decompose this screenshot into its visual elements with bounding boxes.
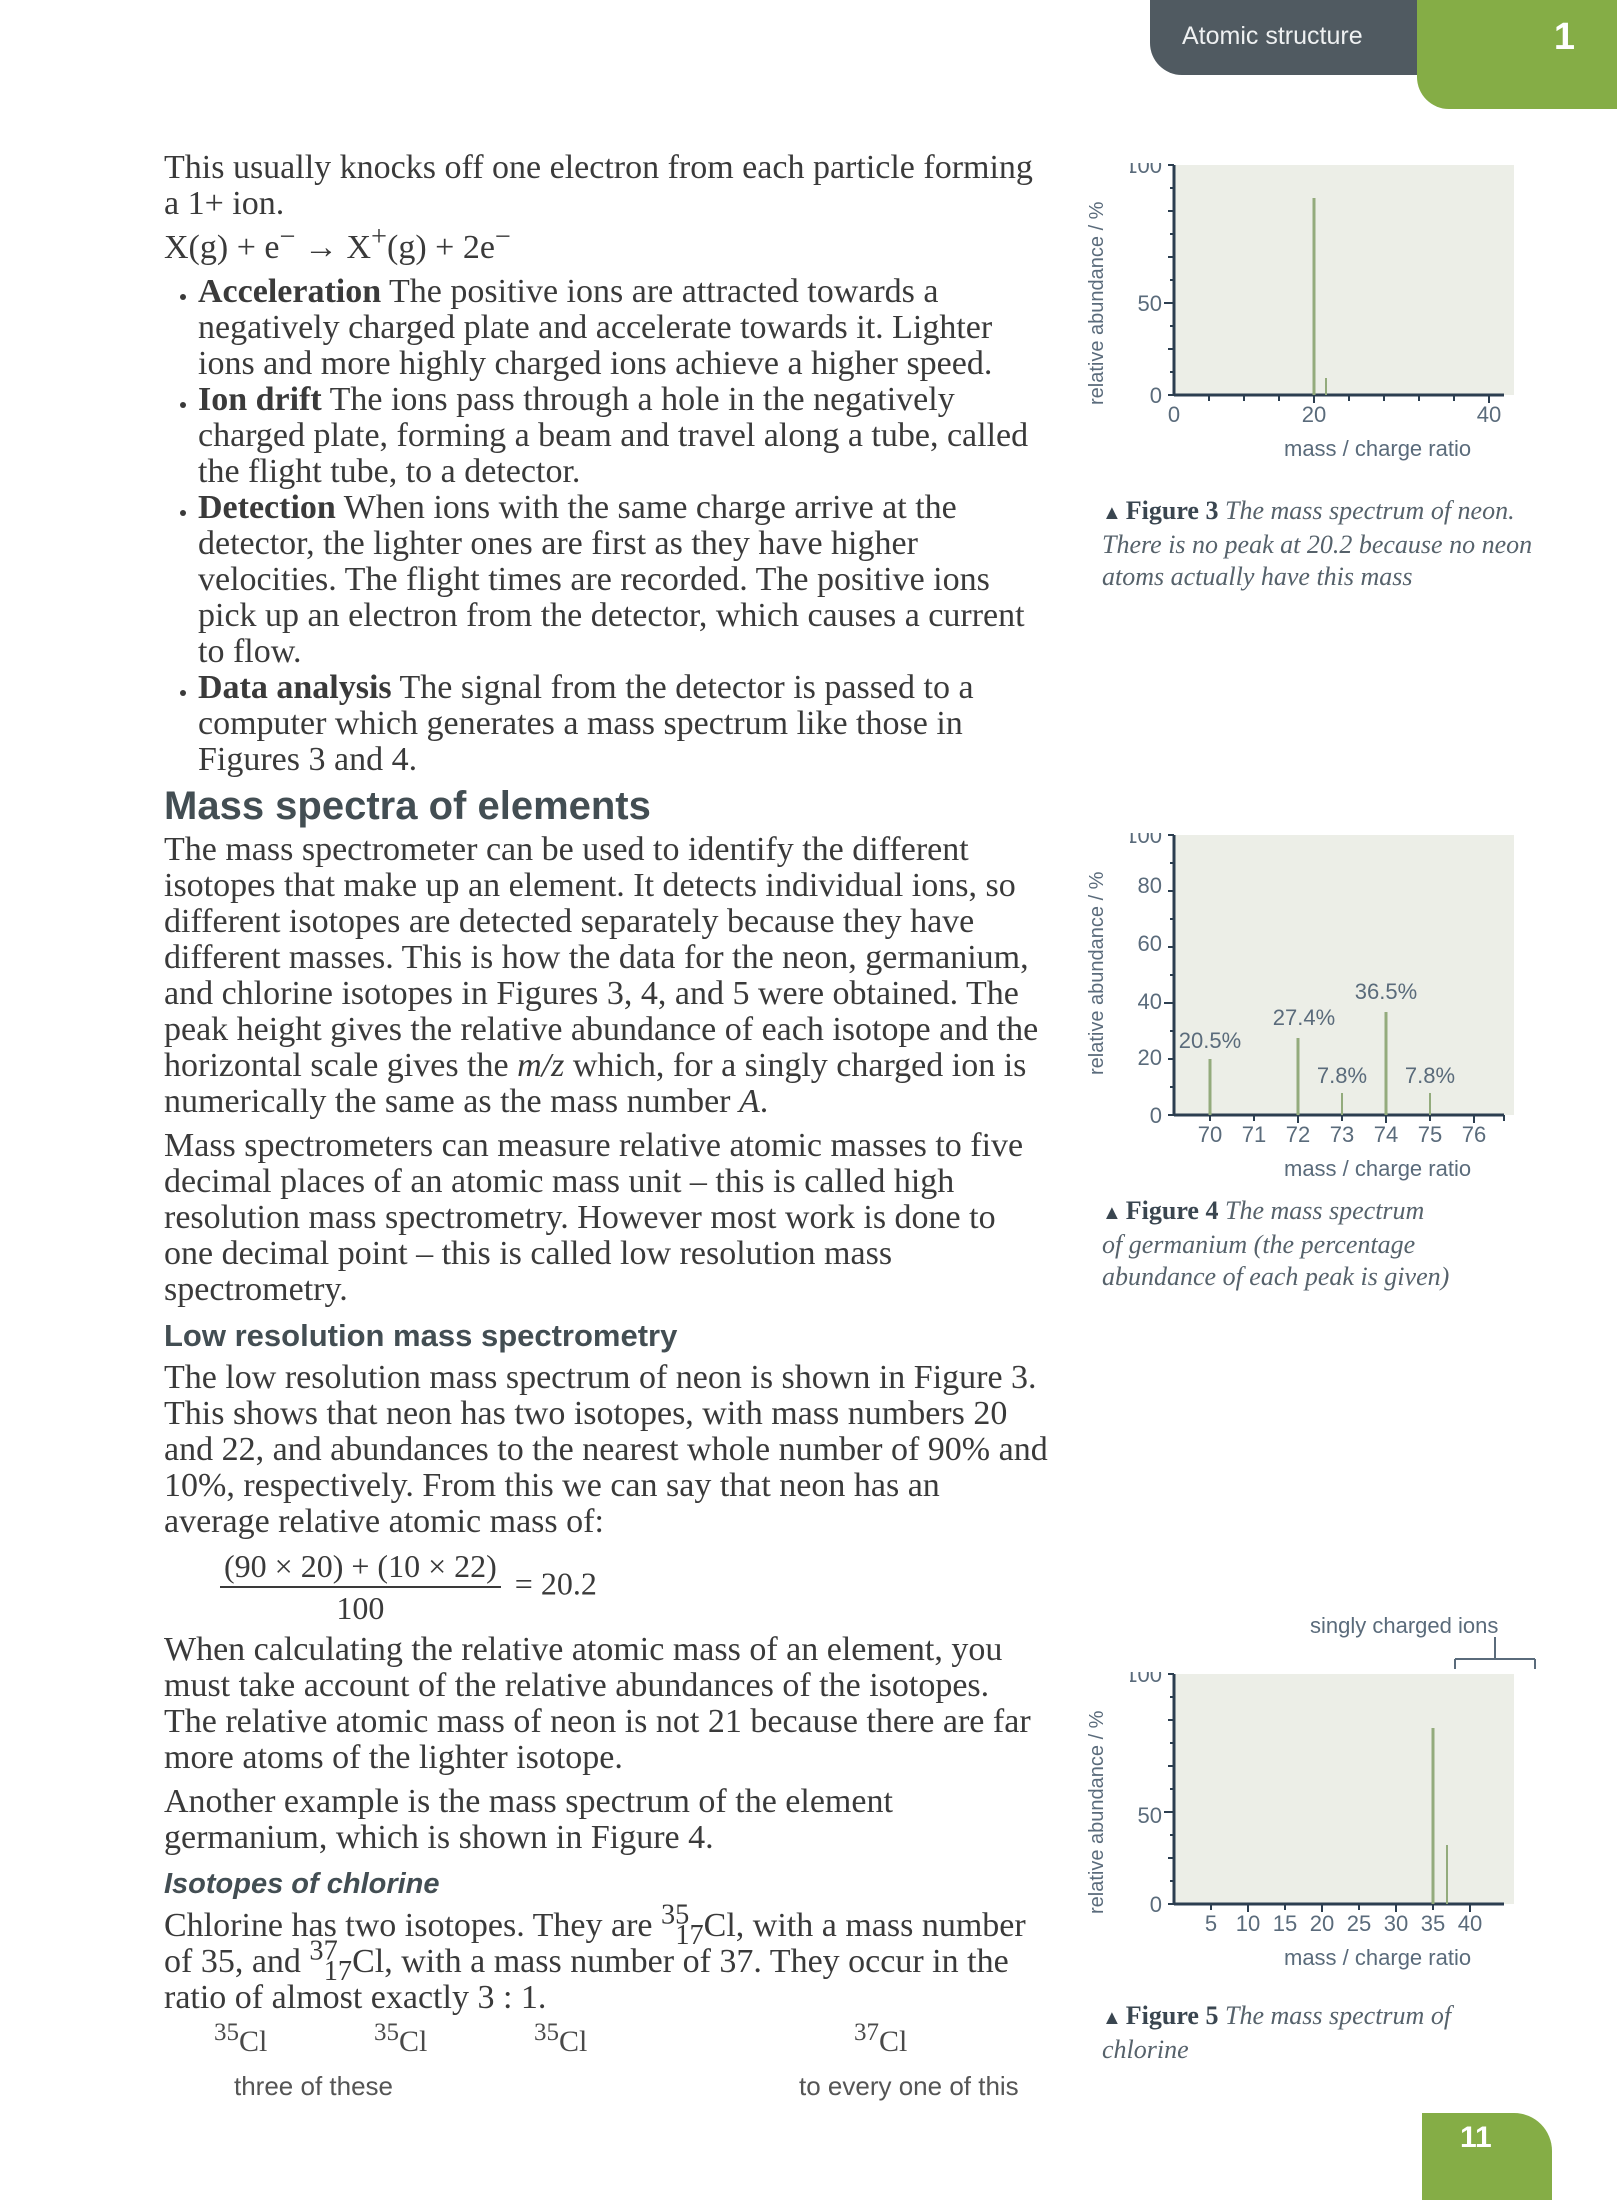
svg-text:50: 50: [1138, 291, 1162, 316]
svg-text:20: 20: [1302, 402, 1326, 423]
svg-text:100: 100: [1130, 833, 1162, 848]
svg-text:72: 72: [1286, 1122, 1310, 1143]
svg-text:15: 15: [1273, 1911, 1297, 1932]
svg-text:60: 60: [1138, 931, 1162, 956]
svg-text:40: 40: [1477, 402, 1501, 423]
svg-text:50: 50: [1138, 1803, 1162, 1828]
svg-text:71: 71: [1242, 1122, 1266, 1143]
svg-text:36.5%: 36.5%: [1355, 979, 1417, 1004]
svg-text:7.8%: 7.8%: [1317, 1063, 1367, 1088]
svg-text:7.8%: 7.8%: [1405, 1063, 1455, 1088]
svg-text:20: 20: [1310, 1911, 1334, 1932]
svg-text:76: 76: [1462, 1122, 1486, 1143]
svg-text:20.5%: 20.5%: [1179, 1028, 1241, 1053]
svg-text:35: 35: [1421, 1911, 1445, 1932]
svg-text:75: 75: [1418, 1122, 1442, 1143]
svg-text:30: 30: [1384, 1911, 1408, 1932]
svg-text:0: 0: [1150, 1892, 1162, 1917]
svg-text:73: 73: [1330, 1122, 1354, 1143]
svg-text:10: 10: [1236, 1911, 1260, 1932]
svg-text:80: 80: [1138, 873, 1162, 898]
svg-text:20: 20: [1138, 1045, 1162, 1070]
svg-text:40: 40: [1138, 989, 1162, 1014]
svg-text:100: 100: [1130, 1672, 1162, 1687]
svg-text:70: 70: [1198, 1122, 1222, 1143]
svg-text:0: 0: [1168, 402, 1180, 423]
svg-text:0: 0: [1150, 1103, 1162, 1128]
svg-text:74: 74: [1374, 1122, 1398, 1143]
svg-text:100: 100: [1130, 163, 1162, 178]
svg-text:25: 25: [1347, 1911, 1371, 1932]
svg-text:27.4%: 27.4%: [1273, 1005, 1335, 1030]
svg-text:0: 0: [1150, 383, 1162, 408]
svg-text:5: 5: [1205, 1911, 1217, 1932]
svg-text:40: 40: [1458, 1911, 1482, 1932]
